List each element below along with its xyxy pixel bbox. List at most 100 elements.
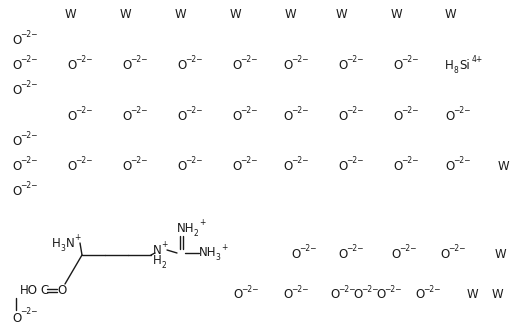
Text: −2−: −2− (185, 106, 202, 115)
Text: O: O (12, 134, 21, 147)
Text: O: O (12, 159, 21, 173)
Text: O: O (12, 34, 21, 46)
Text: O: O (376, 289, 385, 301)
Text: −2−: −2− (399, 243, 417, 253)
Text: −2−: −2− (20, 130, 37, 139)
Text: −2−: −2− (401, 54, 419, 63)
Text: O: O (283, 289, 292, 301)
Text: −2−: −2− (130, 106, 148, 115)
Text: +: + (199, 217, 205, 226)
Text: −2−: −2− (75, 155, 93, 164)
Text: O: O (67, 58, 76, 71)
Text: −2−: −2− (291, 106, 308, 115)
Text: O: O (330, 289, 339, 301)
Text: −2−: −2− (401, 106, 419, 115)
Text: W: W (445, 8, 457, 21)
Text: −2−: −2− (346, 243, 363, 253)
Text: O: O (67, 159, 76, 173)
Text: W: W (285, 8, 296, 21)
Text: −2−: −2− (185, 54, 202, 63)
Text: 8: 8 (453, 65, 458, 74)
Text: O: O (67, 110, 76, 123)
Text: W: W (65, 8, 76, 21)
Text: 3: 3 (60, 243, 65, 253)
Text: Si: Si (459, 58, 470, 71)
Text: −2−: −2− (453, 155, 471, 164)
Text: O: O (353, 289, 362, 301)
Text: −2−: −2− (384, 285, 401, 293)
Text: −2−: −2− (130, 54, 148, 63)
Text: +: + (161, 239, 167, 248)
Text: HO: HO (20, 284, 38, 296)
Text: O: O (177, 110, 186, 123)
Text: −2−: −2− (75, 54, 93, 63)
Text: O: O (177, 58, 186, 71)
Text: O: O (393, 159, 402, 173)
Text: −2−: −2− (346, 106, 363, 115)
Text: O: O (283, 159, 292, 173)
Text: −2−: −2− (423, 285, 440, 293)
Text: O: O (415, 289, 424, 301)
Text: −2−: −2− (130, 155, 148, 164)
Text: +: + (74, 232, 81, 241)
Text: O: O (393, 110, 402, 123)
Text: 2: 2 (193, 228, 198, 237)
Text: −2−: −2− (20, 307, 37, 316)
Text: N: N (153, 243, 162, 257)
Text: H: H (52, 236, 61, 250)
Text: W: W (120, 8, 132, 21)
Text: −2−: −2− (20, 79, 37, 89)
Text: W: W (336, 8, 348, 21)
Text: −2−: −2− (299, 243, 317, 253)
Text: O: O (12, 58, 21, 71)
Text: W: W (230, 8, 242, 21)
Text: O: O (122, 58, 131, 71)
Text: −2−: −2− (20, 54, 37, 63)
Text: −2−: −2− (75, 106, 93, 115)
Text: −2−: −2− (240, 155, 257, 164)
Text: O: O (445, 159, 454, 173)
Text: O: O (283, 58, 292, 71)
Text: −2−: −2− (20, 155, 37, 164)
Text: O: O (445, 110, 454, 123)
Text: −2−: −2− (291, 285, 308, 293)
Text: W: W (492, 289, 504, 301)
Text: O: O (391, 247, 400, 261)
Text: −2−: −2− (361, 285, 379, 293)
Text: −2−: −2− (338, 285, 356, 293)
Text: O: O (122, 159, 131, 173)
Text: H: H (153, 255, 162, 268)
Text: 4+: 4+ (472, 54, 483, 63)
Text: −2−: −2− (346, 155, 363, 164)
Text: W: W (495, 247, 506, 261)
Text: W: W (391, 8, 402, 21)
Text: −2−: −2− (185, 155, 202, 164)
Text: O: O (338, 159, 347, 173)
Text: O: O (291, 247, 300, 261)
Text: W: W (498, 159, 510, 173)
Text: −2−: −2− (240, 54, 257, 63)
Text: H: H (445, 58, 454, 71)
Text: −2−: −2− (240, 106, 257, 115)
Text: O: O (338, 110, 347, 123)
Text: O: O (338, 58, 347, 71)
Text: O: O (122, 110, 131, 123)
Text: O: O (57, 284, 66, 296)
Text: −2−: −2− (448, 243, 465, 253)
Text: O: O (177, 159, 186, 173)
Text: −2−: −2− (291, 155, 308, 164)
Text: O: O (12, 185, 21, 198)
Text: O: O (232, 159, 241, 173)
Text: NH: NH (199, 246, 216, 260)
Text: O: O (233, 289, 242, 301)
Text: O: O (232, 110, 241, 123)
Text: O: O (338, 247, 347, 261)
Text: −2−: −2− (291, 54, 308, 63)
Text: W: W (467, 289, 478, 301)
Text: 2: 2 (161, 262, 166, 271)
Text: O: O (232, 58, 241, 71)
Text: −2−: −2− (401, 155, 419, 164)
Text: −2−: −2− (20, 30, 37, 39)
Text: NH: NH (177, 221, 194, 234)
Text: W: W (175, 8, 187, 21)
